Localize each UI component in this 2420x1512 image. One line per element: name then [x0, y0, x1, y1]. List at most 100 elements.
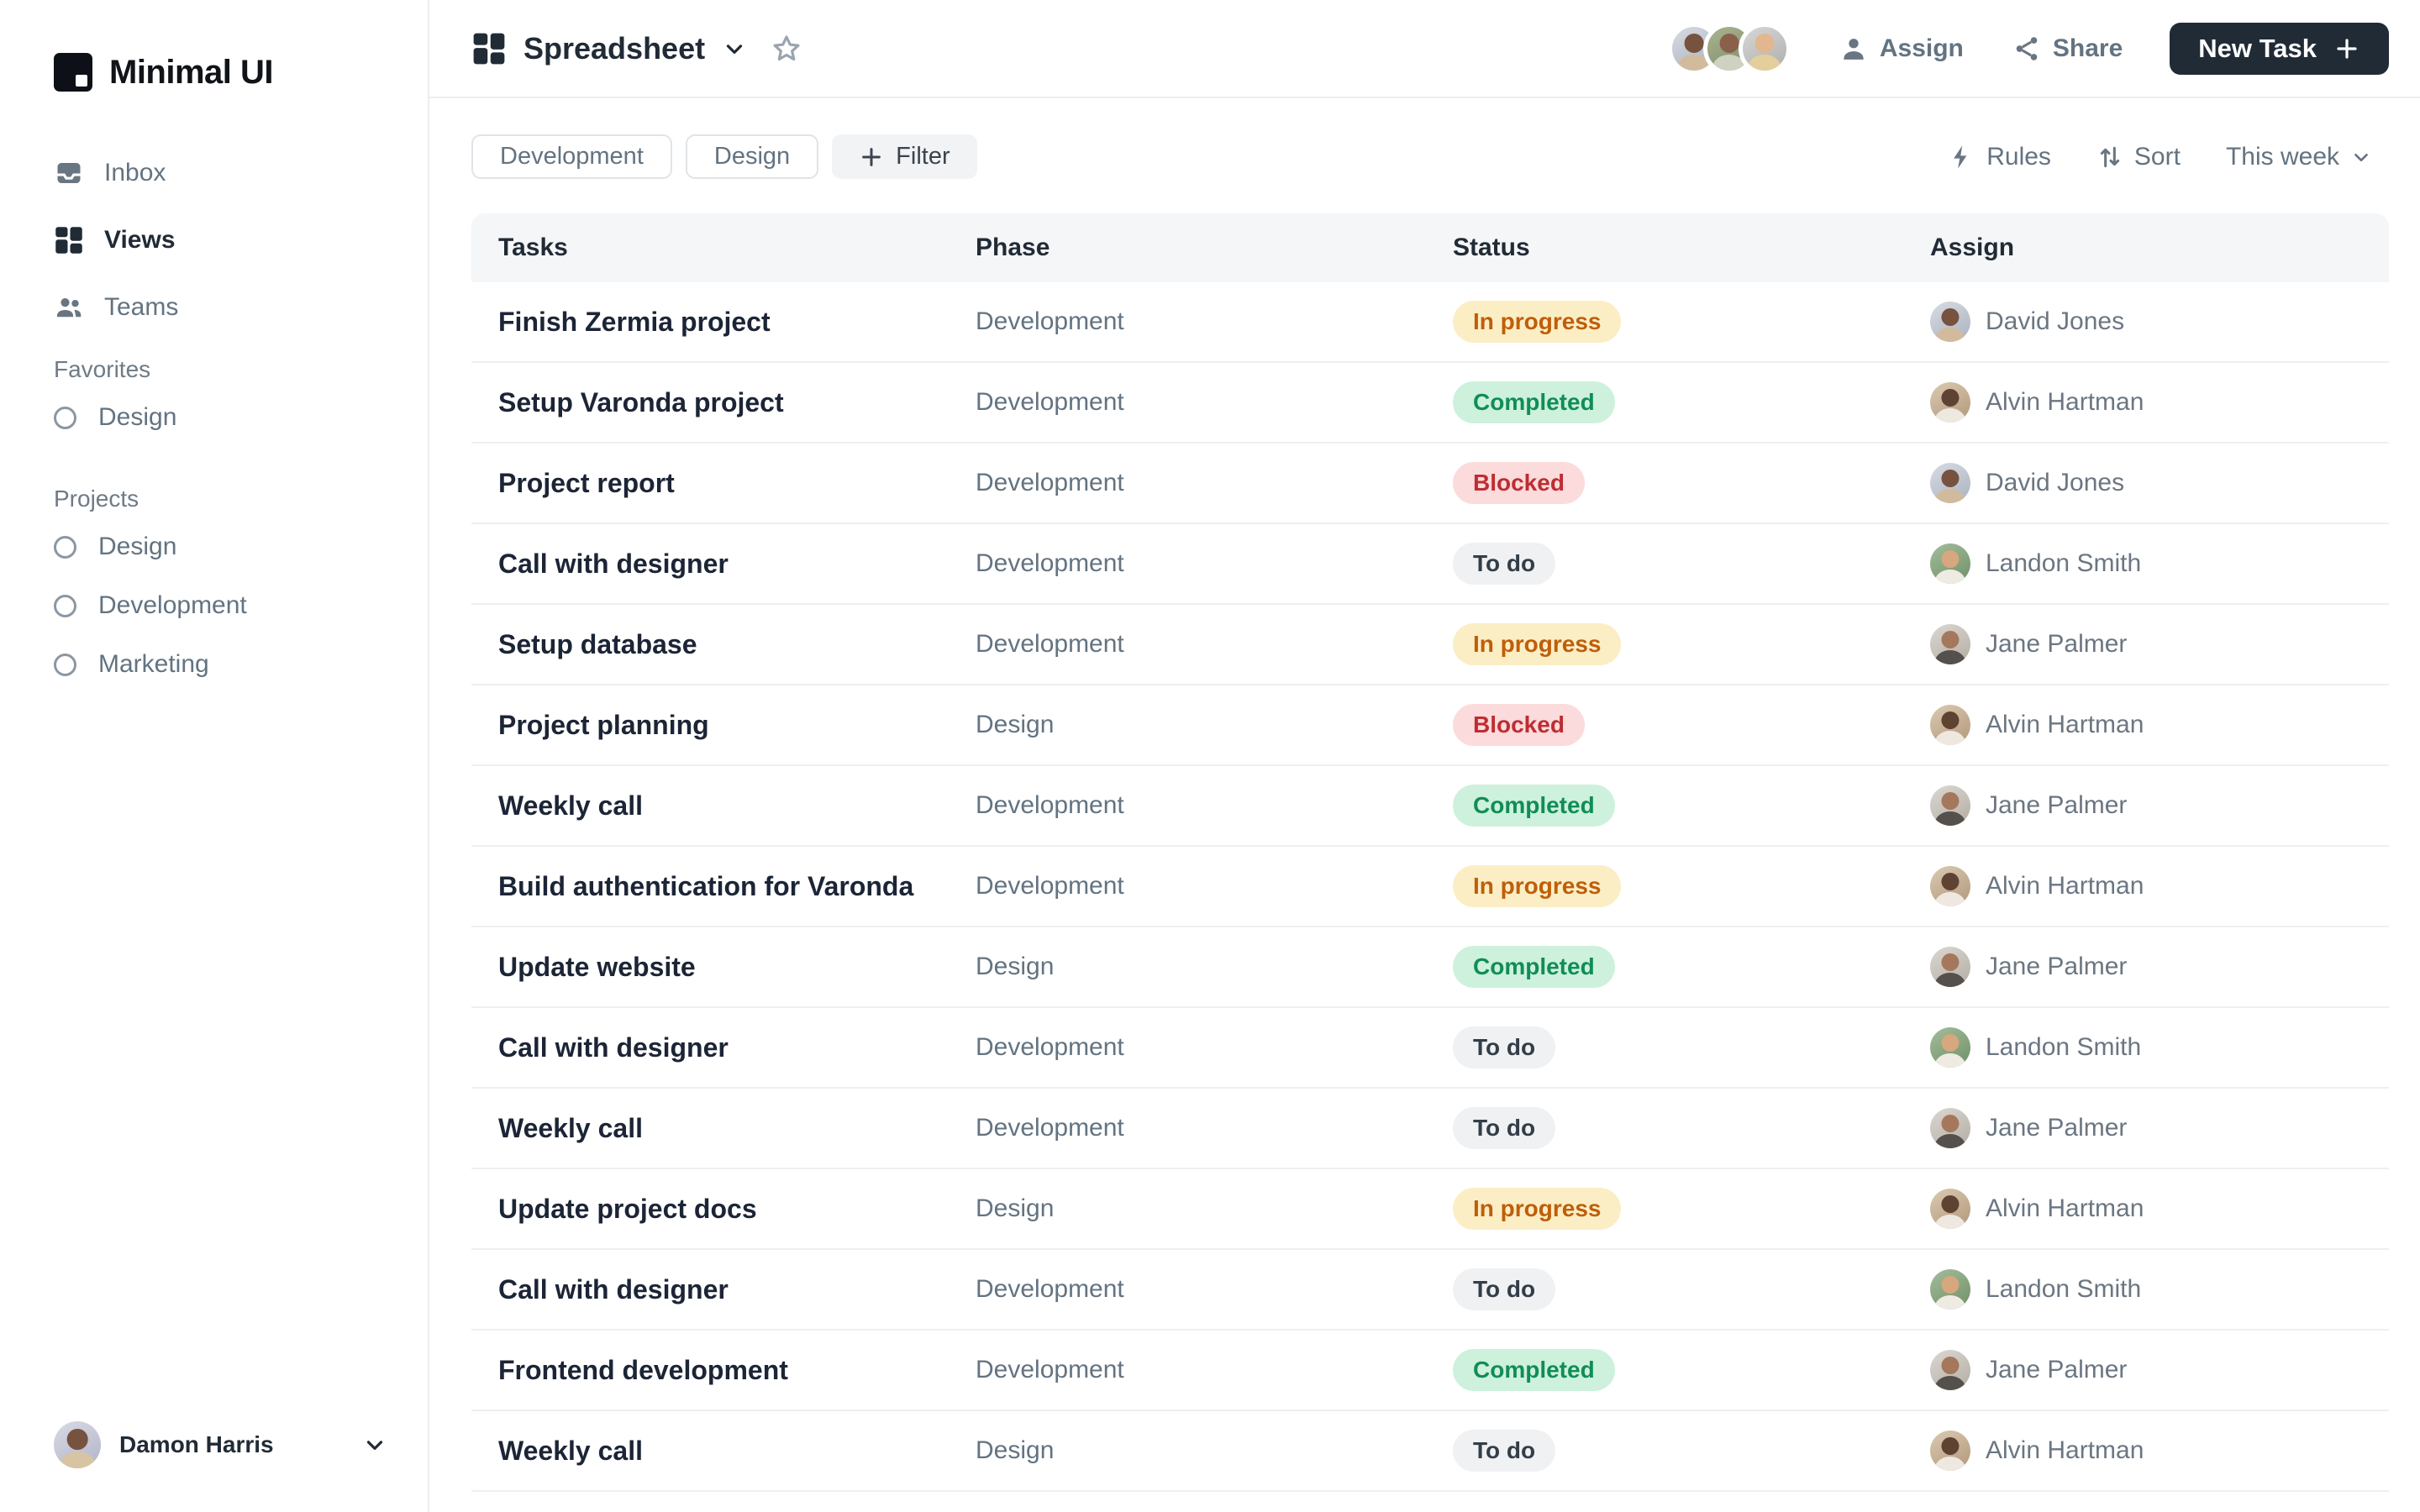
- status-badge[interactable]: To do: [1453, 1268, 1556, 1310]
- project-item-design[interactable]: Design: [54, 517, 391, 576]
- plus-icon: [2337, 38, 2357, 59]
- filter-chip-design[interactable]: Design: [685, 134, 819, 179]
- table-row[interactable]: Call with designer Development To do Lan…: [471, 524, 2389, 605]
- assignee-cell: Landon Smith: [1930, 1269, 2389, 1310]
- assignee-cell: Jane Palmer: [1930, 624, 2389, 664]
- assignee-name: Landon Smith: [1986, 549, 2142, 577]
- table-row[interactable]: Setup Varonda project Development Comple…: [471, 363, 2389, 444]
- assignee-cell: Jane Palmer: [1930, 1108, 2389, 1148]
- assignee-cell: Jane Palmer: [1930, 785, 2389, 826]
- top-bar-actions: Assign Share New Task: [1667, 22, 2389, 75]
- chevron-down-icon: [726, 44, 743, 54]
- status-badge[interactable]: Completed: [1453, 785, 1615, 827]
- table-row[interactable]: Call with designer Development To do Lan…: [471, 1008, 2389, 1089]
- status-badge[interactable]: To do: [1453, 1430, 1556, 1472]
- project-item-label: Development: [98, 591, 247, 619]
- status-badge[interactable]: In progress: [1453, 301, 1622, 343]
- project-item-marketing[interactable]: Marketing: [54, 635, 391, 694]
- table-row[interactable]: Weekly call Development To do Jane Palme…: [471, 1089, 2389, 1169]
- view-title: Spreadsheet: [523, 30, 706, 66]
- assignee-name: Jane Palmer: [1986, 1114, 2128, 1142]
- teams-icon: [56, 298, 82, 318]
- status-badge[interactable]: To do: [1453, 543, 1556, 585]
- favorite-item-design[interactable]: Design: [54, 388, 391, 447]
- task-phase: Development: [976, 1114, 1124, 1142]
- status-badge[interactable]: Blocked: [1453, 704, 1585, 746]
- sort-button[interactable]: Sort: [2096, 143, 2181, 171]
- assignee-name: David Jones: [1986, 469, 2125, 496]
- inbox-icon: [56, 163, 82, 183]
- assign-button-label: Assign: [1879, 34, 1964, 62]
- task-title: Project report: [498, 467, 675, 498]
- column-header-assign[interactable]: Assign: [1930, 234, 2015, 261]
- current-user-menu[interactable]: Damon Harris: [54, 1421, 387, 1468]
- share-icon: [2016, 36, 2038, 60]
- favorite-star-button[interactable]: [771, 33, 802, 65]
- date-range-dropdown[interactable]: This week: [2226, 143, 2372, 171]
- task-phase: Design: [976, 1436, 1055, 1464]
- status-badge[interactable]: In progress: [1453, 623, 1622, 665]
- rules-button[interactable]: Rules: [1949, 143, 2051, 171]
- task-title: Setup Varonda project: [498, 386, 784, 417]
- member-avatar[interactable]: [1738, 22, 1791, 75]
- person-icon: [1844, 38, 1864, 60]
- table-row[interactable]: Frontend development Development Complet…: [471, 1331, 2389, 1411]
- toolbar-right: Rules Sort This week: [1949, 143, 2389, 171]
- sidebar-item-teams[interactable]: Teams: [54, 274, 391, 341]
- status-badge[interactable]: Blocked: [1453, 462, 1585, 504]
- status-badge[interactable]: Completed: [1453, 1349, 1615, 1391]
- table-row[interactable]: Call with designer Development To do Lan…: [471, 1250, 2389, 1331]
- project-dot-icon: [54, 594, 76, 617]
- status-badge[interactable]: In progress: [1453, 1188, 1622, 1230]
- assignee-avatar: [1930, 543, 1970, 584]
- task-title: Weekly call: [498, 790, 643, 821]
- assignee-name: Jane Palmer: [1986, 1356, 2128, 1383]
- chevron-down-icon: [366, 1441, 383, 1450]
- sidebar-item-label: Views: [104, 226, 176, 254]
- sidebar-item-label: Inbox: [104, 159, 166, 186]
- project-item-label: Design: [98, 533, 177, 560]
- table-row[interactable]: Weekly call Development Completed Jane P…: [471, 766, 2389, 847]
- status-badge[interactable]: To do: [1453, 1107, 1556, 1149]
- table-row[interactable]: Build authentication for Varonda Develop…: [471, 847, 2389, 927]
- share-button[interactable]: Share: [2012, 34, 2123, 63]
- sidebar-item-views[interactable]: Views: [54, 207, 391, 274]
- task-title: Update project docs: [498, 1193, 757, 1224]
- table-row[interactable]: Setup database Development In progress J…: [471, 605, 2389, 685]
- project-item-development[interactable]: Development: [54, 576, 391, 635]
- task-phase: Development: [976, 549, 1124, 577]
- project-dot-icon: [54, 535, 76, 559]
- status-badge[interactable]: Completed: [1453, 946, 1615, 988]
- assign-button[interactable]: Assign: [1839, 34, 1964, 63]
- table-row[interactable]: Project report Development Blocked David…: [471, 444, 2389, 524]
- status-badge[interactable]: To do: [1453, 1026, 1556, 1068]
- status-badge[interactable]: Completed: [1453, 381, 1615, 423]
- task-table: Tasks Phase Status Assign Finish Zermia …: [471, 213, 2389, 1492]
- table-row[interactable]: Weekly call Design To do Alvin Hartman: [471, 1411, 2389, 1492]
- top-bar: Spreadsheet Assign: [429, 0, 2420, 98]
- column-header-tasks[interactable]: Tasks: [498, 234, 568, 261]
- new-task-button[interactable]: New Task: [2170, 22, 2389, 75]
- assignee-avatar: [1930, 1108, 1970, 1148]
- table-row[interactable]: Update website Design Completed Jane Pal…: [471, 927, 2389, 1008]
- table-row[interactable]: Project planning Design Blocked Alvin Ha…: [471, 685, 2389, 766]
- column-header-status[interactable]: Status: [1453, 234, 1530, 261]
- table-row[interactable]: Update project docs Design In progress A…: [471, 1169, 2389, 1250]
- add-filter-button[interactable]: Filter: [832, 134, 977, 179]
- table-row[interactable]: Finish Zermia project Development In pro…: [471, 282, 2389, 363]
- member-avatar-group[interactable]: [1667, 22, 1791, 75]
- sidebar-item-inbox[interactable]: Inbox: [54, 139, 391, 207]
- filter-chip-development[interactable]: Development: [471, 134, 672, 179]
- status-badge[interactable]: In progress: [1453, 865, 1622, 907]
- view-switcher[interactable]: Spreadsheet: [471, 31, 747, 66]
- task-title: Build authentication for Varonda: [498, 870, 914, 901]
- task-phase: Development: [976, 469, 1124, 496]
- date-range-label: This week: [2225, 142, 2339, 171]
- task-phase: Development: [976, 1356, 1124, 1383]
- task-title: Frontend development: [498, 1354, 788, 1385]
- task-title: Weekly call: [498, 1435, 643, 1466]
- column-header-phase[interactable]: Phase: [976, 234, 1050, 261]
- project-item-label: Marketing: [98, 650, 209, 678]
- assignee-cell: Landon Smith: [1930, 1027, 2389, 1068]
